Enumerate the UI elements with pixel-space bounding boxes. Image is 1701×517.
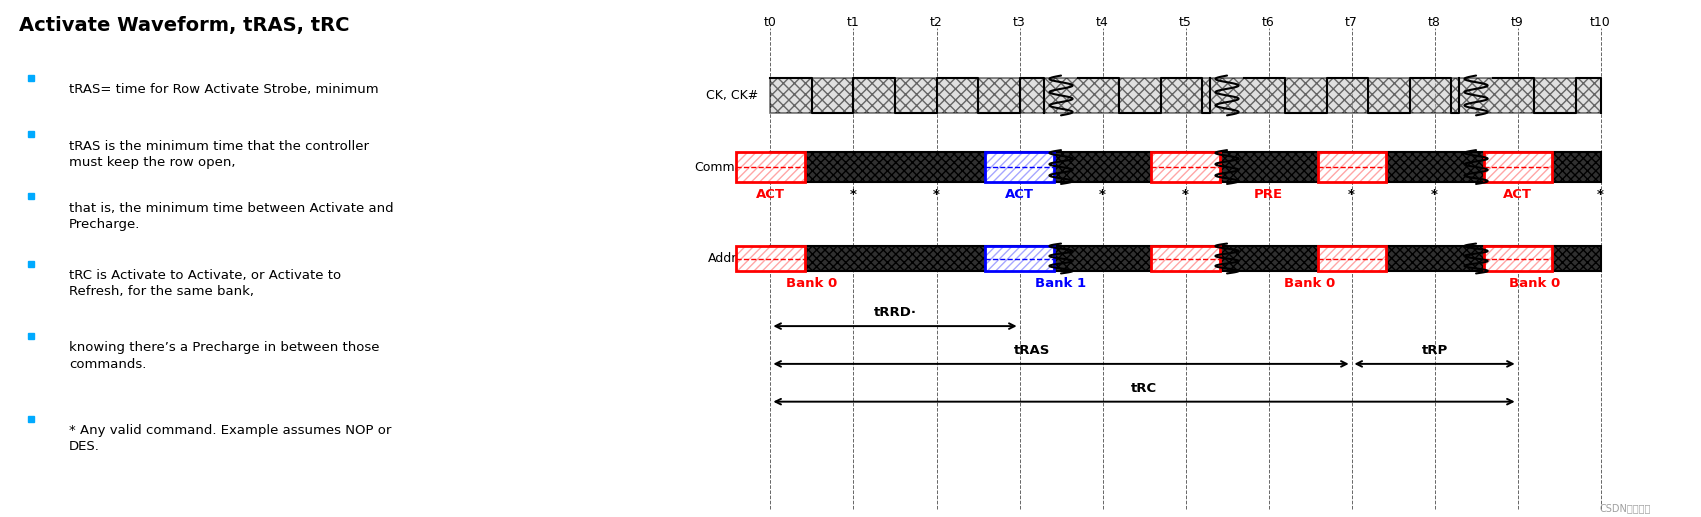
- Bar: [737, 152, 805, 182]
- Text: tRRD·: tRRD·: [874, 306, 917, 319]
- Bar: [771, 246, 1601, 271]
- Bar: [1152, 246, 1220, 271]
- Text: *: *: [934, 188, 941, 201]
- Bar: [1483, 152, 1551, 182]
- Text: PRE: PRE: [1254, 188, 1283, 201]
- Text: t9: t9: [1510, 16, 1524, 29]
- Bar: [1483, 152, 1551, 182]
- Text: tRAS: tRAS: [1014, 344, 1050, 357]
- Text: ACT: ACT: [1504, 188, 1533, 201]
- Bar: [985, 246, 1053, 271]
- Text: Bank 0: Bank 0: [786, 278, 837, 291]
- Bar: [771, 78, 1601, 113]
- Text: *: *: [850, 188, 857, 201]
- Text: *: *: [1099, 188, 1106, 201]
- Text: * Any valid command. Example assumes NOP or
DES.: * Any valid command. Example assumes NOP…: [70, 424, 391, 453]
- Bar: [1152, 152, 1220, 182]
- Bar: [1318, 152, 1386, 182]
- Text: tRC is Activate to Activate, or Activate to
Refresh, for the same bank,: tRC is Activate to Activate, or Activate…: [70, 269, 342, 298]
- Bar: [1152, 246, 1220, 271]
- Text: t5: t5: [1179, 16, 1192, 29]
- Text: t0: t0: [764, 16, 777, 29]
- Bar: [737, 246, 805, 271]
- Bar: [1318, 246, 1386, 271]
- Text: t8: t8: [1429, 16, 1441, 29]
- Text: t6: t6: [1262, 16, 1276, 29]
- Text: that is, the minimum time between Activate and
Precharge.: that is, the minimum time between Activa…: [70, 202, 395, 231]
- Text: *: *: [1349, 188, 1356, 201]
- Text: tRAS is the minimum time that the controller
must keep the row open,: tRAS is the minimum time that the contro…: [70, 140, 369, 169]
- Bar: [1318, 152, 1386, 182]
- Text: Activate Waveform, tRAS, tRC: Activate Waveform, tRAS, tRC: [19, 16, 349, 35]
- Text: CK, CK#: CK, CK#: [706, 89, 759, 102]
- Bar: [771, 152, 1601, 182]
- Text: t3: t3: [1014, 16, 1026, 29]
- Text: *: *: [1182, 188, 1189, 201]
- Text: ACT: ACT: [1005, 188, 1034, 201]
- Bar: [985, 246, 1053, 271]
- Text: t4: t4: [1095, 16, 1109, 29]
- Bar: [985, 152, 1053, 182]
- Text: t7: t7: [1345, 16, 1357, 29]
- Bar: [1152, 152, 1220, 182]
- Text: t1: t1: [847, 16, 861, 29]
- Text: *: *: [1431, 188, 1437, 201]
- Bar: [1483, 246, 1551, 271]
- Text: *: *: [1597, 188, 1604, 201]
- Text: tRAS= time for Row Activate Strobe, minimum: tRAS= time for Row Activate Strobe, mini…: [70, 83, 379, 96]
- Text: Command: Command: [694, 161, 759, 174]
- Text: tRP: tRP: [1422, 344, 1448, 357]
- Text: Bank 0: Bank 0: [1284, 278, 1335, 291]
- Bar: [985, 152, 1053, 182]
- Bar: [737, 246, 805, 271]
- Text: Address: Address: [708, 252, 759, 265]
- Text: CSDN历史博客: CSDN历史博客: [1599, 503, 1650, 513]
- Text: t2: t2: [930, 16, 942, 29]
- Text: tRC: tRC: [1131, 382, 1157, 394]
- Text: Bank 1: Bank 1: [1036, 278, 1087, 291]
- Text: t10: t10: [1590, 16, 1611, 29]
- Text: Bank 0: Bank 0: [1509, 278, 1560, 291]
- Text: knowing there’s a Precharge in between those
commands.: knowing there’s a Precharge in between t…: [70, 341, 379, 371]
- Bar: [1318, 246, 1386, 271]
- Bar: [1483, 246, 1551, 271]
- Text: ACT: ACT: [755, 188, 784, 201]
- Bar: [737, 152, 805, 182]
